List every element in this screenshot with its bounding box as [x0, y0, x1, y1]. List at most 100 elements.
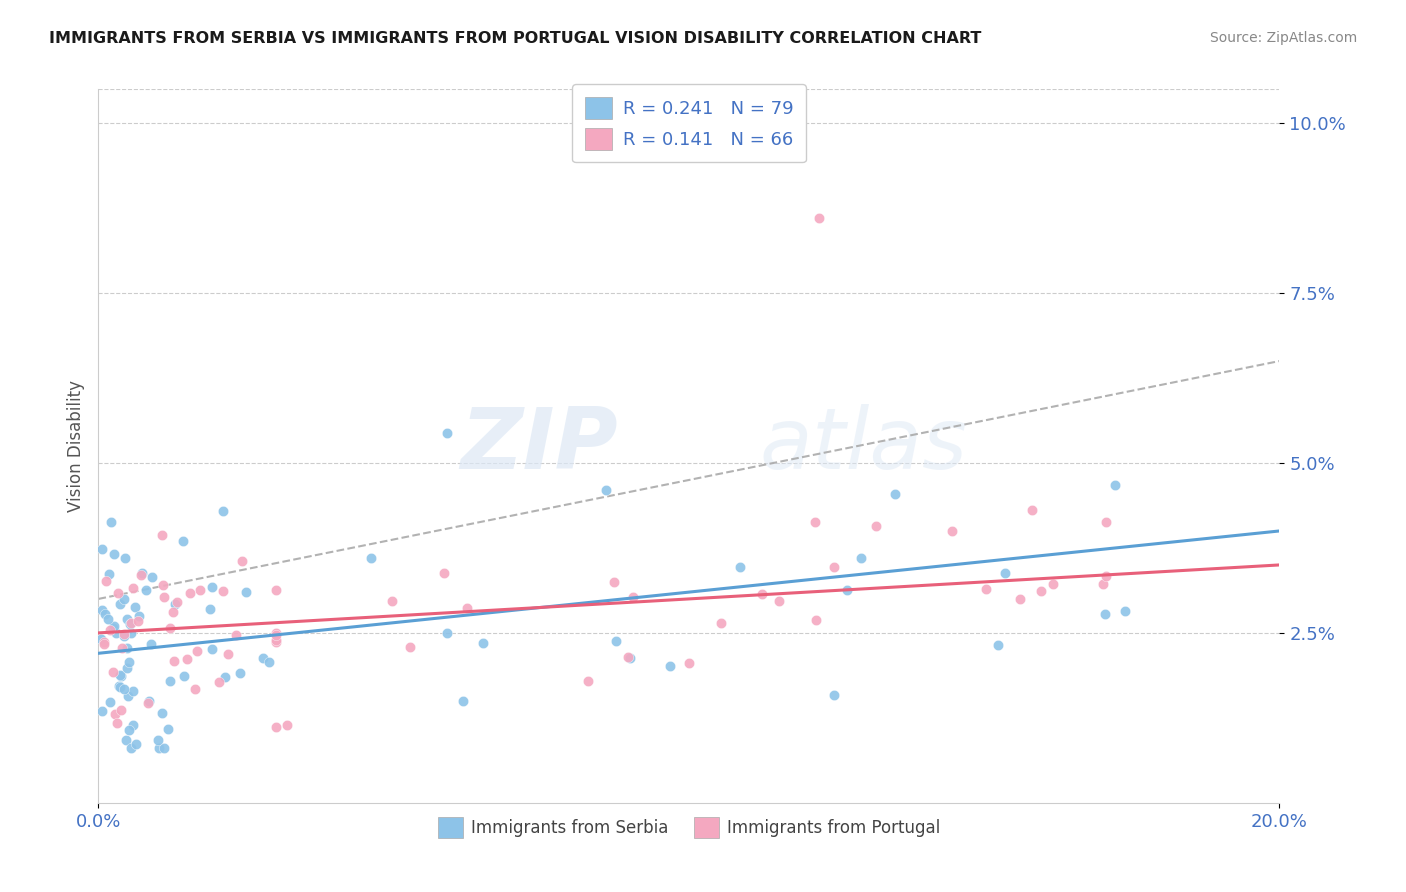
Point — [605, 634, 627, 648]
Point — [111, 640, 134, 655]
Point — [264, 628, 287, 642]
Point — [166, 595, 188, 609]
Point — [208, 675, 231, 690]
Point — [603, 574, 626, 589]
Point — [148, 733, 170, 747]
Point — [974, 582, 997, 596]
Point — [201, 581, 224, 595]
Point — [100, 515, 122, 529]
Point — [121, 581, 143, 595]
Point — [1104, 478, 1126, 492]
Point — [122, 718, 145, 732]
Point — [118, 655, 141, 669]
Text: Source: ZipAtlas.com: Source: ZipAtlas.com — [1209, 31, 1357, 45]
Point — [186, 644, 208, 658]
Point — [176, 652, 198, 666]
Point — [217, 647, 239, 661]
Point — [259, 656, 281, 670]
Point — [162, 605, 184, 619]
Point — [135, 582, 157, 597]
Point — [941, 524, 963, 538]
Point — [658, 659, 681, 673]
Point — [97, 612, 120, 626]
Point — [865, 519, 887, 533]
Point — [148, 741, 170, 756]
Point — [212, 584, 235, 599]
Point — [807, 211, 830, 226]
Point — [139, 637, 162, 651]
Point — [471, 636, 494, 650]
Point — [152, 578, 174, 592]
Point — [107, 585, 129, 599]
Point — [98, 566, 121, 581]
Point — [112, 629, 135, 643]
Point — [436, 425, 458, 440]
Point — [115, 640, 138, 655]
Point — [229, 666, 252, 681]
Point — [200, 602, 222, 616]
Point — [172, 533, 194, 548]
Point — [201, 642, 224, 657]
Point — [276, 718, 298, 732]
Point — [115, 612, 138, 626]
Point — [617, 649, 640, 664]
Point — [118, 723, 141, 738]
Point — [141, 570, 163, 584]
Point — [179, 586, 201, 600]
Point — [823, 688, 845, 702]
Point — [159, 621, 181, 635]
Point — [124, 599, 146, 614]
Point — [129, 568, 152, 582]
Point — [264, 635, 287, 649]
Point — [120, 625, 142, 640]
Point — [136, 696, 159, 710]
Point — [120, 741, 142, 756]
Point — [105, 625, 128, 640]
Point — [103, 621, 125, 635]
Point — [436, 626, 458, 640]
Point — [710, 615, 733, 630]
Point — [804, 613, 827, 627]
Point — [110, 703, 132, 717]
Point — [214, 670, 236, 684]
Point — [105, 716, 128, 731]
Point — [621, 590, 644, 604]
Point — [235, 585, 257, 599]
Point — [994, 566, 1017, 580]
Point — [165, 597, 187, 611]
Point — [399, 640, 422, 654]
Legend: Immigrants from Serbia, Immigrants from Portugal: Immigrants from Serbia, Immigrants from … — [432, 811, 946, 845]
Point — [112, 592, 135, 607]
Point — [114, 627, 136, 641]
Point — [128, 609, 150, 624]
Point — [381, 593, 404, 607]
Point — [1042, 576, 1064, 591]
Point — [1094, 607, 1116, 622]
Point — [451, 694, 474, 708]
Point — [91, 541, 114, 556]
Point — [595, 483, 617, 497]
Point — [103, 619, 125, 633]
Point — [125, 737, 148, 751]
Point — [98, 695, 121, 709]
Point — [159, 673, 181, 688]
Point — [837, 583, 859, 598]
Point — [110, 669, 132, 683]
Text: atlas: atlas — [759, 404, 967, 488]
Point — [225, 628, 247, 642]
Point — [212, 503, 235, 517]
Point — [823, 559, 845, 574]
Text: IMMIGRANTS FROM SERBIA VS IMMIGRANTS FROM PORTUGAL VISION DISABILITY CORRELATION: IMMIGRANTS FROM SERBIA VS IMMIGRANTS FRO… — [49, 31, 981, 46]
Point — [103, 547, 125, 561]
Point — [1095, 515, 1118, 529]
Point — [156, 722, 179, 736]
Point — [93, 635, 115, 649]
Point — [231, 554, 253, 568]
Point — [456, 601, 478, 615]
Point — [117, 689, 139, 703]
Point — [110, 680, 132, 694]
Point — [173, 669, 195, 683]
Point — [91, 704, 114, 718]
Point — [117, 661, 139, 675]
Point — [131, 566, 153, 581]
